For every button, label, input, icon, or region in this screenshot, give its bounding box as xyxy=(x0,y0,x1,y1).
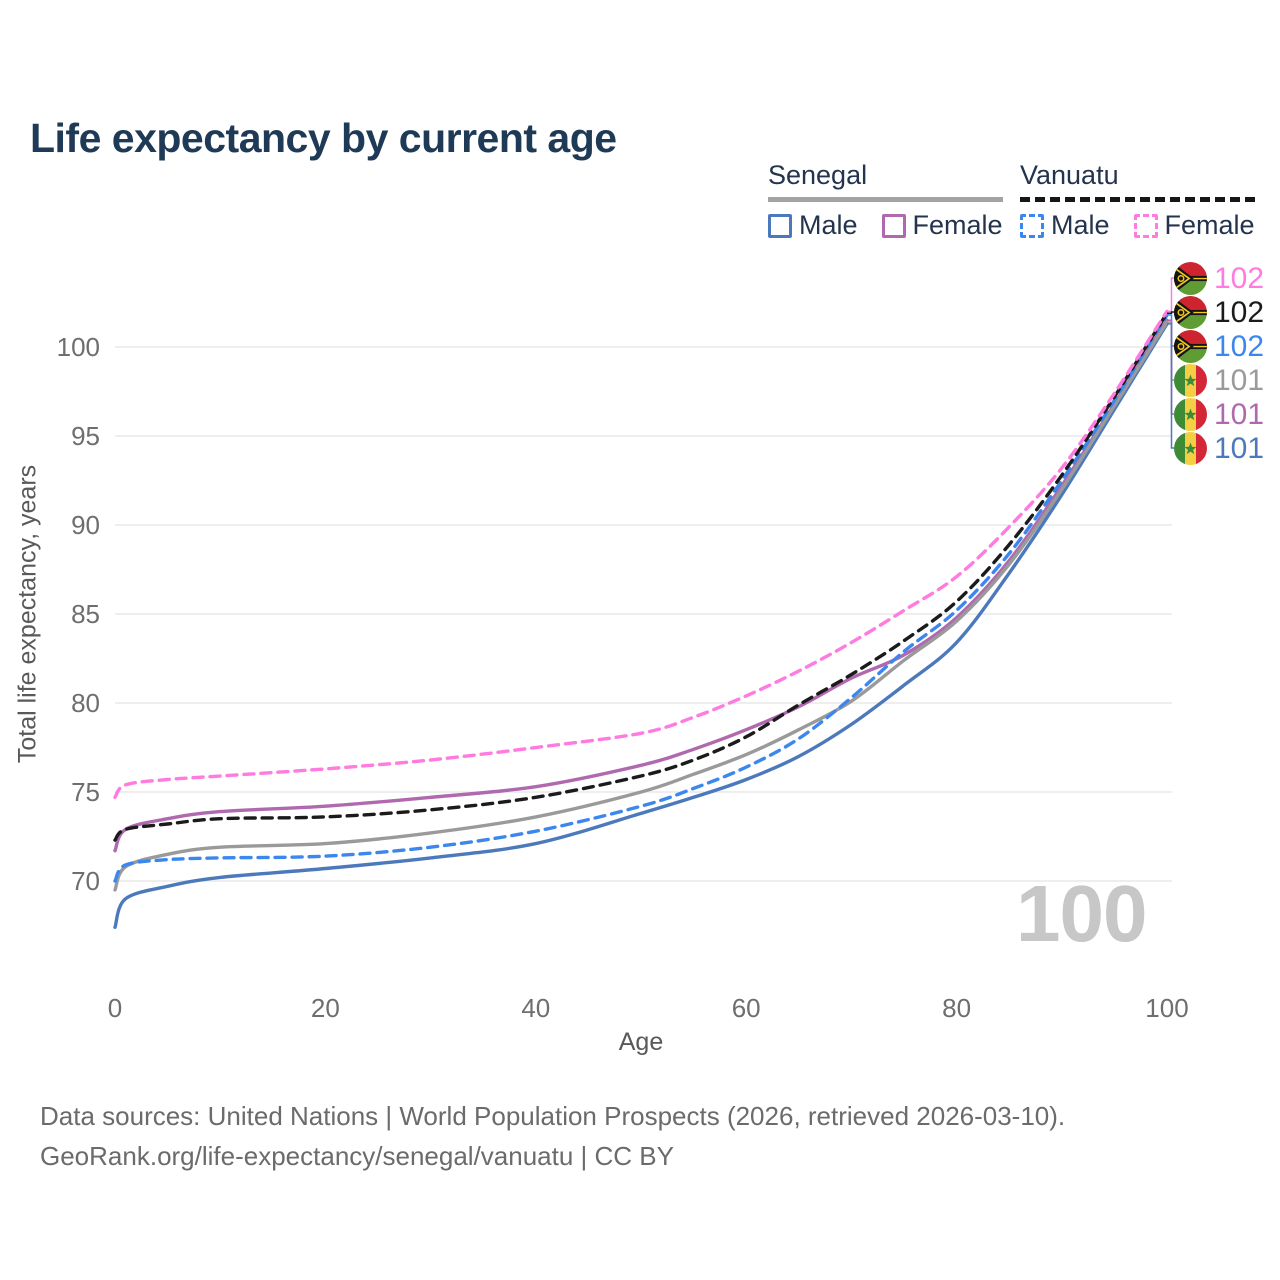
series-line-senegal-female xyxy=(113,318,1169,853)
end-label-row-vanuatu-both-sexes: 102 xyxy=(1174,296,1264,330)
y-tick-85: 85 xyxy=(71,599,100,629)
footer: Data sources: United Nations | World Pop… xyxy=(40,1096,1065,1176)
leader-line-senegal-male xyxy=(1167,323,1174,449)
end-value-vanuatu-female: 102 xyxy=(1214,261,1265,295)
x-tick-100: 100 xyxy=(1145,993,1189,1023)
legend-label-vanuatu-female: Female xyxy=(1164,210,1255,240)
senegal-flag-icon xyxy=(1174,432,1207,465)
y-tick-95: 95 xyxy=(71,421,100,451)
legend-line-style-senegal xyxy=(768,197,1003,202)
legend-swatch-vanuatu-female[interactable] xyxy=(1133,213,1158,238)
y-tick-80: 80 xyxy=(71,688,100,718)
legend-title-vanuatu[interactable]: Vanuatu xyxy=(1020,160,1119,190)
y-tick-100: 100 xyxy=(56,332,100,362)
end-label-row-vanuatu-female: 102 xyxy=(1174,262,1264,296)
vanuatu-flag-icon xyxy=(1174,330,1207,363)
legend-item-senegal-female[interactable]: Female xyxy=(881,210,1003,241)
x-tick-60: 60 xyxy=(731,993,761,1023)
legend-item-senegal-male[interactable]: Male xyxy=(768,210,858,241)
y-tick-90: 90 xyxy=(71,510,100,540)
age-counter-watermark: 100 xyxy=(1016,869,1147,958)
senegal-flag-icon xyxy=(1174,364,1207,397)
vanuatu-flag-icon xyxy=(1174,296,1207,329)
series-line-vanuatu-both-sexes xyxy=(113,311,1169,842)
y-tick-70: 70 xyxy=(71,866,100,896)
end-value-senegal-both-sexes: 101 xyxy=(1214,363,1265,397)
legend-item-vanuatu-male[interactable]: Male xyxy=(1020,210,1110,241)
series-line-vanuatu-female xyxy=(113,309,1169,799)
x-tick-80: 80 xyxy=(942,993,972,1023)
vanuatu-flag-icon xyxy=(1174,262,1207,295)
y-axis-title: Total life expectancy, years xyxy=(13,464,42,764)
legend-label-senegal-female: Female xyxy=(912,210,1003,240)
senegal-flag-icon xyxy=(1174,398,1207,431)
legend-group-vanuatu: Vanuatu Male Female xyxy=(1020,160,1255,241)
legend-title-senegal[interactable]: Senegal xyxy=(768,160,868,190)
leader-line-senegal-both-sexes xyxy=(1167,321,1174,381)
legend-label-senegal-male: Male xyxy=(799,210,858,240)
end-value-senegal-male: 101 xyxy=(1214,431,1265,465)
end-value-vanuatu-both-sexes: 102 xyxy=(1214,295,1265,329)
x-tick-40: 40 xyxy=(521,993,551,1023)
end-value-vanuatu-male: 102 xyxy=(1214,329,1265,363)
series-line-senegal-both-sexes xyxy=(113,320,1169,892)
legend-group-senegal: Senegal Male Female xyxy=(768,160,1003,241)
end-label-row-vanuatu-male: 102 xyxy=(1174,330,1264,364)
end-label-row-senegal-female: 101 xyxy=(1174,398,1264,432)
chart-title: Life expectancy by current age xyxy=(30,115,617,162)
legend-swatch-senegal-female[interactable] xyxy=(881,213,906,238)
footer-attribution-link[interactable]: GeoRank.org/life-expectancy/senegal/vanu… xyxy=(40,1141,674,1171)
leader-line-vanuatu-both-sexes xyxy=(1167,311,1174,314)
leader-line-vanuatu-female xyxy=(1167,277,1174,313)
series-line-vanuatu-male xyxy=(113,313,1169,883)
end-label-row-senegal-male: 101 xyxy=(1174,432,1264,466)
footer-data-sources: Data sources: United Nations | World Pop… xyxy=(40,1101,1066,1131)
legend-item-vanuatu-female[interactable]: Female xyxy=(1133,210,1255,241)
legend-swatch-vanuatu-male[interactable] xyxy=(1020,213,1044,238)
x-tick-0: 0 xyxy=(107,993,123,1023)
series-line-senegal-male xyxy=(113,322,1169,929)
x-tick-20: 20 xyxy=(310,993,340,1023)
end-value-senegal-female: 101 xyxy=(1214,397,1265,431)
leader-line-senegal-female xyxy=(1167,319,1174,415)
x-axis-title: Age xyxy=(618,1028,664,1056)
legend-line-style-vanuatu xyxy=(1020,197,1255,202)
end-label-row-senegal-both-sexes: 101 xyxy=(1174,364,1264,398)
y-tick-75: 75 xyxy=(71,777,100,807)
legend-swatch-senegal-male[interactable] xyxy=(768,213,792,238)
legend-label-vanuatu-male: Male xyxy=(1051,210,1110,240)
